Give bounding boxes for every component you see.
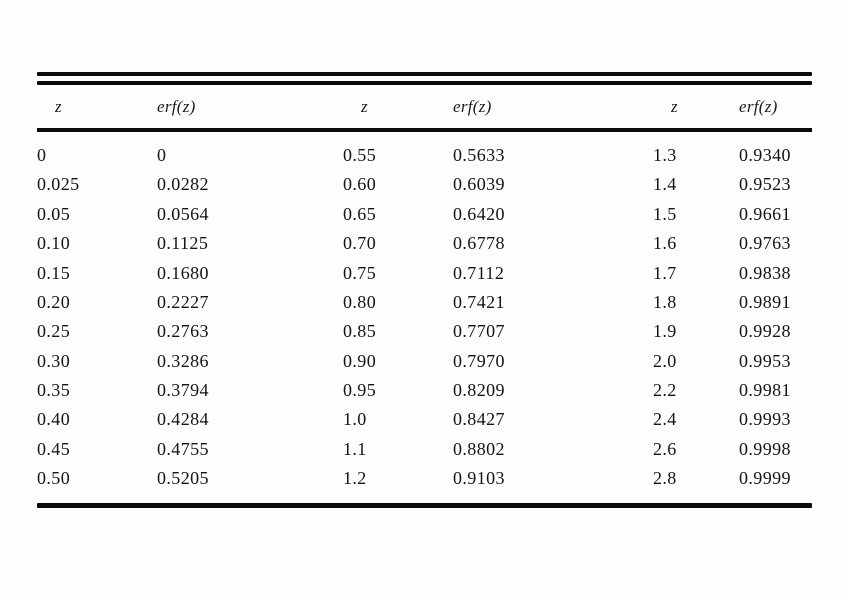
z-value-cell: 0.55 <box>343 145 377 165</box>
erf-value-cell: 0.9998 <box>739 438 791 459</box>
erf-value-cell: 0.4755 <box>157 438 209 459</box>
z-value-cell: 1.3 <box>653 145 677 165</box>
erf-value-cell: 0.5633 <box>453 145 505 165</box>
z-value-cell: 0.50 <box>37 468 71 489</box>
z-value-cell: 1.9 <box>653 321 677 342</box>
header-erf-2: erf(z) <box>453 85 653 132</box>
table-row: 0.10 0.1125 0.70 0.6778 1.6 0.9763 <box>37 229 812 258</box>
bottom-rule <box>37 503 812 509</box>
z-value-cell: 2.4 <box>653 409 677 430</box>
table-row: 0.20 0.2227 0.80 0.7421 1.8 0.9891 <box>37 288 812 317</box>
erf-value-cell: 0.9523 <box>739 174 791 195</box>
erf-value-cell: 0.2763 <box>157 321 209 342</box>
table-row: 0.45 0.4755 1.1 0.8802 2.6 0.9998 <box>37 435 812 464</box>
table-row: 0.40 0.4284 1.0 0.8427 2.4 0.9993 <box>37 405 812 434</box>
header-erf-1: erf(z) <box>157 85 343 132</box>
z-value-cell: 0.40 <box>37 409 71 430</box>
z-value-cell: 1.8 <box>653 291 677 312</box>
erf-value-cell: 0.1125 <box>157 233 209 254</box>
header-z-3: z <box>653 85 739 132</box>
z-value-cell: 0.30 <box>37 350 71 371</box>
header-z-1: z <box>37 85 157 132</box>
erf-value-cell: 0.0564 <box>157 203 209 224</box>
header-erf-3: erf(z) <box>739 85 812 132</box>
z-value-cell: 1.6 <box>653 233 677 254</box>
table-row: 0.025 0.0282 0.60 0.6039 1.4 0.9523 <box>37 170 812 199</box>
z-value-cell: 1.1 <box>343 438 367 459</box>
erf-value-cell: 0 <box>157 145 167 165</box>
erf-value-cell: 0.4284 <box>157 409 209 430</box>
table-row: 0.05 0.0564 0.65 0.6420 1.5 0.9661 <box>37 200 812 229</box>
erf-value-cell: 0.7707 <box>453 321 505 342</box>
erf-value-cell: 0.9103 <box>453 468 505 489</box>
z-value-cell: 2.2 <box>653 380 677 400</box>
erf-value-cell: 0.9661 <box>739 203 791 224</box>
erf-value-cell: 0.7970 <box>453 350 505 371</box>
z-value-cell: 0.25 <box>37 321 71 342</box>
z-value-cell: 1.5 <box>653 203 677 224</box>
z-value-cell: 0.75 <box>343 262 377 283</box>
erf-value-cell: 0.6039 <box>453 174 505 195</box>
erf-value-cell: 0.8802 <box>453 438 505 459</box>
z-value-cell: 0.60 <box>343 174 377 195</box>
erf-value-cell: 0.9838 <box>739 262 791 283</box>
z-value-cell: 0.20 <box>37 291 71 312</box>
z-value-cell: 2.0 <box>653 350 677 371</box>
erf-value-cell: 0.5205 <box>157 468 209 489</box>
erf-value-cell: 0.3286 <box>157 350 209 371</box>
z-value-cell: 0.85 <box>343 321 377 342</box>
z-value-cell: 0 <box>37 145 47 165</box>
table-row: 0.50 0.5205 1.2 0.9103 2.8 0.9999 <box>37 464 812 497</box>
erf-value-cell: 0.6778 <box>453 233 505 254</box>
z-value-cell: 0.35 <box>37 380 71 400</box>
erf-table-body: 0 0 0.55 0.5633 1.3 0.9340 0.025 0.0282 0.60 0.60… <box>37 130 812 497</box>
z-value-cell: 0.45 <box>37 438 71 459</box>
z-value-cell: 1.2 <box>343 468 367 489</box>
z-value-cell: 0.80 <box>343 291 377 312</box>
table-row: 0.35 0.3794 0.95 0.8209 2.2 0.9981 <box>37 376 812 405</box>
erf-value-cell: 0.2227 <box>157 291 209 312</box>
z-value-cell: 0.65 <box>343 203 377 224</box>
erf-value-cell: 0.9763 <box>739 233 791 254</box>
z-value-cell: 0.025 <box>37 174 80 195</box>
z-value-cell: 0.70 <box>343 233 377 254</box>
table-row: 0.15 0.1680 0.75 0.7112 1.7 0.9838 <box>37 258 812 287</box>
erf-value-cell: 0.9953 <box>739 350 791 371</box>
header-z-2: z <box>343 85 453 132</box>
z-value-cell: 2.6 <box>653 438 677 459</box>
table-header-row: z erf(z) z erf(z) z erf(z) <box>37 85 812 132</box>
erf-value-cell: 0.9993 <box>739 409 791 430</box>
z-value-cell: 0.95 <box>343 380 377 400</box>
erf-value-cell: 0.1680 <box>157 262 209 283</box>
erf-value-cell: 0.9340 <box>739 145 791 165</box>
erf-value-table: z erf(z) z erf(z) z erf(z) 0 0 0.55 0.5633 1… <box>37 72 812 509</box>
erf-value-cell: 0.0282 <box>157 174 209 195</box>
erf-value-cell: 0.9928 <box>739 321 791 342</box>
erf-value-cell: 0.8209 <box>453 380 505 400</box>
z-value-cell: 0.90 <box>343 350 377 371</box>
erf-value-cell: 0.9891 <box>739 291 791 312</box>
erf-value-cell: 0.6420 <box>453 203 505 224</box>
z-value-cell: 0.15 <box>37 262 71 283</box>
z-value-cell: 1.7 <box>653 262 677 283</box>
z-value-cell: 1.0 <box>343 409 367 430</box>
erf-value-cell: 0.9981 <box>739 380 791 400</box>
top-rule-inner <box>37 81 812 85</box>
erf-value-cell: 0.7112 <box>453 262 505 283</box>
table-row: 0 0 0.55 0.5633 1.3 0.9340 <box>37 130 812 170</box>
z-value-cell: 1.4 <box>653 174 677 195</box>
z-value-cell: 2.8 <box>653 468 677 489</box>
z-value-cell: 0.10 <box>37 233 71 254</box>
z-value-cell: 0.05 <box>37 203 71 224</box>
erf-value-cell: 0.7421 <box>453 291 505 312</box>
table-row: 0.30 0.3286 0.90 0.7970 2.0 0.9953 <box>37 346 812 375</box>
erf-value-cell: 0.8427 <box>453 409 505 430</box>
table-row: 0.25 0.2763 0.85 0.7707 1.9 0.9928 <box>37 317 812 346</box>
erf-value-cell: 0.9999 <box>739 468 791 489</box>
erf-value-cell: 0.3794 <box>157 380 209 400</box>
erf-table: z erf(z) z erf(z) z erf(z) 0 0 0.55 0.5633 1… <box>37 85 812 497</box>
top-rule-outer <box>37 72 812 76</box>
